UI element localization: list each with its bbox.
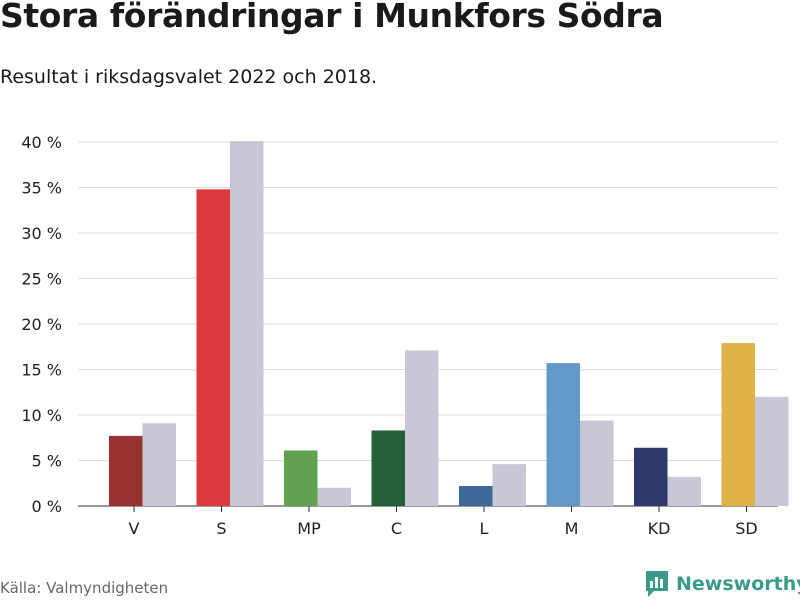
- x-tick-label: M: [565, 519, 579, 538]
- bar-sd-2018: [755, 396, 789, 506]
- x-tick-label: SD: [735, 519, 757, 538]
- x-tick-label: C: [391, 519, 402, 538]
- bar-sd-2022: [721, 343, 755, 506]
- y-tick-label: 30 %: [21, 224, 62, 243]
- chart-title: Stora förändringar i Munkfors Södra: [0, 0, 664, 35]
- x-tick-label: V: [129, 519, 140, 538]
- bar-l-2022: [459, 485, 493, 506]
- y-tick-label: 40 %: [21, 133, 62, 152]
- brand-logo: Newsworthy: [644, 569, 800, 599]
- chart-subtitle: Resultat i riksdagsvalet 2022 och 2018.: [0, 66, 378, 88]
- bar-kd-2022: [634, 447, 668, 506]
- y-tick-label: 35 %: [21, 179, 62, 198]
- bar-m-2018: [580, 420, 614, 506]
- x-axis-ticks: V S MP C L M KD SD: [129, 506, 758, 538]
- newsworthy-logo-icon: [646, 571, 668, 597]
- y-tick-label: 5 %: [32, 452, 62, 471]
- y-tick-label: 20 %: [21, 315, 62, 334]
- source-note: Källa: Valmyndigheten: [0, 579, 169, 597]
- y-tick-label: 15 %: [21, 361, 62, 380]
- x-tick-label: KD: [648, 519, 671, 538]
- bar-v-2022: [109, 435, 143, 506]
- bar-m-2022: [546, 363, 580, 506]
- brand-name: Newsworthy: [676, 573, 800, 595]
- bar-c-2022: [371, 430, 405, 506]
- bars: [109, 141, 789, 506]
- y-tick-label: 0 %: [32, 497, 62, 516]
- y-tick-label: 25 %: [21, 270, 62, 289]
- bar-s-2018: [230, 141, 264, 506]
- x-tick-label: MP: [297, 519, 321, 538]
- bar-s-2022: [196, 189, 230, 506]
- bar-l-2018: [492, 464, 526, 506]
- bar-mp-2022: [284, 450, 318, 506]
- x-tick-label: S: [216, 519, 226, 538]
- bar-kd-2018: [667, 476, 701, 506]
- bar-c-2018: [405, 350, 439, 506]
- y-axis-ticks: 0 % 5 % 10 % 15 % 20 % 25 % 30 % 35 % 40 %: [21, 133, 62, 516]
- x-tick-label: L: [480, 519, 489, 538]
- y-tick-label: 10 %: [21, 406, 62, 425]
- bar-mp-2018: [317, 487, 351, 506]
- bar-v-2018: [142, 423, 176, 506]
